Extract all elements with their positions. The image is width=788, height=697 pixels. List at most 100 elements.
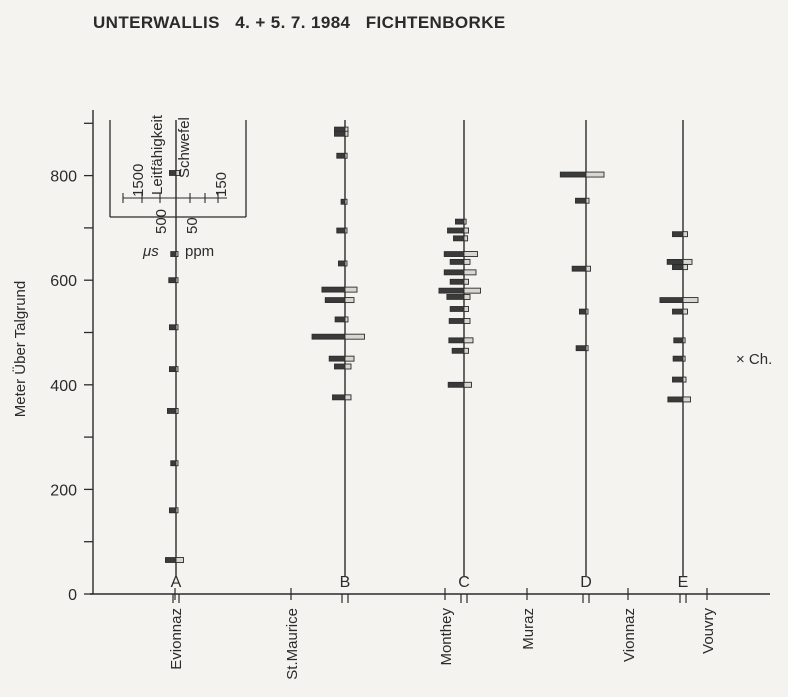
leitfaehigkeit-bar xyxy=(443,269,465,276)
legend-right-tick-label: 150 xyxy=(213,172,230,197)
leitfaehigkeit-bar xyxy=(332,394,346,401)
station-label: D xyxy=(580,574,592,591)
leitfaehigkeit-bar xyxy=(446,294,465,300)
schwefel-bar xyxy=(682,308,688,315)
schwefel-bar xyxy=(175,366,179,373)
station-label: C xyxy=(458,574,470,591)
schwefel-bar xyxy=(344,394,352,401)
schwefel-bar xyxy=(585,171,605,178)
place-label: Monthey xyxy=(438,608,455,666)
leitfaehigkeit-bar xyxy=(448,318,465,324)
leitfaehigkeit-bar xyxy=(672,231,684,238)
schwefel-bar xyxy=(682,231,688,238)
schwefel-bar xyxy=(463,269,477,276)
leitfaehigkeit-bar xyxy=(559,171,587,178)
chart-title: UNTERWALLIS 4. + 5. 7. 1984 FICHTENBORKE xyxy=(93,13,506,32)
schwefel-bar xyxy=(344,286,358,293)
schwefel-bar xyxy=(175,408,179,414)
schwefel-bar xyxy=(682,297,699,304)
schwefel-bar xyxy=(463,258,471,265)
leitfaehigkeit-bar xyxy=(447,227,465,234)
schwefel-bar xyxy=(344,260,348,267)
leitfaehigkeit-bar xyxy=(168,324,177,331)
schwefel-bar xyxy=(463,218,467,225)
schwefel-bar xyxy=(585,308,589,315)
leitfaehigkeit-bar xyxy=(321,286,346,293)
leitfaehigkeit-bar xyxy=(571,265,587,272)
leitfaehigkeit-bar xyxy=(455,218,465,225)
leitfaehigkeit-bar xyxy=(672,376,684,383)
y-axis-label: Meter Über Talgrund xyxy=(11,281,29,417)
leitfaehigkeit-bar xyxy=(451,347,465,354)
y-tick-label: 200 xyxy=(50,482,77,499)
schwefel-bar xyxy=(344,316,349,323)
place-label: St.Maurice xyxy=(284,608,301,680)
leitfaehigkeit-bar xyxy=(447,381,465,388)
leitfaehigkeit-bar xyxy=(170,460,177,467)
leitfaehigkeit-bar xyxy=(336,152,346,159)
schwefel-bar xyxy=(463,227,469,234)
schwefel-bar xyxy=(344,198,348,205)
legend-left-unit: μs xyxy=(142,243,159,260)
leitfaehigkeit-bar xyxy=(168,170,177,176)
leitfaehigkeit-bar xyxy=(328,355,346,362)
chart-annotation: × Ch. xyxy=(736,351,772,368)
leitfaehigkeit-bar xyxy=(168,507,177,514)
legend-left-label: Leitfähigkeit xyxy=(149,114,166,195)
schwefel-bar xyxy=(344,130,349,137)
legend-left-tick-label: 500 xyxy=(153,209,170,234)
legend-right-tick-label: 50 xyxy=(184,217,201,234)
schwefel-bar xyxy=(463,287,481,294)
place-label: Muraz xyxy=(520,608,537,650)
schwefel-bar xyxy=(175,557,184,563)
leitfaehigkeit-bar xyxy=(167,408,177,414)
schwefel-bar xyxy=(682,396,691,403)
leitfaehigkeit-bar xyxy=(659,297,684,303)
leitfaehigkeit-bar xyxy=(579,308,587,315)
leitfaehigkeit-bar xyxy=(449,306,465,312)
schwefel-bar xyxy=(585,345,589,352)
leitfaehigkeit-bar xyxy=(311,333,346,340)
leitfaehigkeit-bar xyxy=(672,308,684,315)
leitfaehigkeit-bar xyxy=(334,363,346,370)
y-tick-label: 0 xyxy=(68,587,77,604)
station-label: B xyxy=(340,574,351,591)
leitfaehigkeit-bar xyxy=(448,337,465,344)
leitfaehigkeit-bar xyxy=(336,227,346,234)
schwefel-bar xyxy=(463,347,469,354)
leitfaehigkeit-bar xyxy=(170,251,177,257)
leitfaehigkeit-bar xyxy=(673,337,684,344)
leitfaehigkeit-bar xyxy=(168,277,177,284)
schwefel-bar xyxy=(175,251,179,258)
schwefel-bar xyxy=(344,333,365,340)
schwefel-bar xyxy=(344,297,355,304)
schwefel-bar xyxy=(344,227,348,234)
schwefel-bar xyxy=(463,306,469,312)
schwefel-bar xyxy=(682,355,686,362)
schwefel-bar xyxy=(344,355,355,362)
leitfaehigkeit-bar xyxy=(449,258,465,265)
legend-right-unit: ppm xyxy=(185,243,214,260)
y-tick-label: 800 xyxy=(50,169,77,186)
leitfaehigkeit-bar xyxy=(453,235,465,242)
leitfaehigkeit-bar xyxy=(334,130,346,137)
schwefel-bar xyxy=(463,381,472,388)
schwefel-bar xyxy=(463,251,478,258)
y-tick-label: 400 xyxy=(50,378,77,395)
leitfaehigkeit-bar xyxy=(337,260,346,267)
schwefel-bar xyxy=(463,318,471,324)
schwefel-bar xyxy=(682,264,688,271)
schwefel-bar xyxy=(682,376,687,383)
legend-right-label: Schwefel xyxy=(176,117,193,178)
place-label: Vionnaz xyxy=(621,608,638,662)
schwefel-bar xyxy=(175,170,181,176)
schwefel-bar xyxy=(463,337,474,344)
schwefel-bar xyxy=(585,197,590,204)
schwefel-bar xyxy=(463,278,469,285)
schwefel-bar xyxy=(682,258,693,265)
leitfaehigkeit-bar xyxy=(168,366,177,373)
schwefel-bar xyxy=(175,507,179,514)
leitfaehigkeit-bar xyxy=(666,258,684,265)
leitfaehigkeit-bar xyxy=(165,557,177,563)
leitfaehigkeit-bar xyxy=(438,287,465,294)
